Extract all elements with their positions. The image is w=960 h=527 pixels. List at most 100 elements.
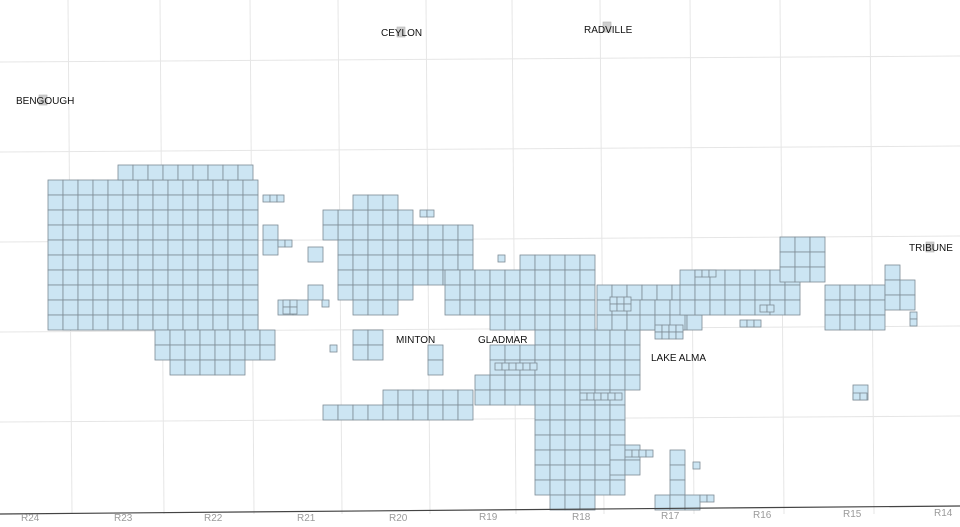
parcel-section <box>779 251 796 268</box>
parcel-section <box>199 329 216 346</box>
parcel-section <box>107 224 124 241</box>
parcel-section <box>197 254 214 271</box>
parcel-section <box>824 299 841 316</box>
parcel-section <box>534 449 551 466</box>
parcel-quarter <box>289 306 298 315</box>
parcel-section <box>596 314 613 331</box>
parcel-section <box>212 224 229 241</box>
parcel-section <box>504 389 521 406</box>
parcel-section <box>489 389 506 406</box>
parcel-section <box>899 294 916 311</box>
parcel-section <box>444 269 461 286</box>
parcel-section <box>694 284 711 301</box>
parcel-section <box>474 269 491 286</box>
parcel-section <box>92 314 109 331</box>
parcel-section <box>654 299 671 316</box>
town-label-tribune: TRIBUNE <box>909 243 953 254</box>
parcel-section <box>442 254 459 271</box>
parcel-section <box>47 254 64 271</box>
parcel-section <box>594 374 611 391</box>
parcel-quarter <box>600 392 609 401</box>
parcel-quarter <box>694 269 703 278</box>
parcel-section <box>167 269 184 286</box>
parcel-section <box>564 389 581 406</box>
parcel-quarter <box>282 299 291 308</box>
parcel-section <box>579 299 596 316</box>
parcel-section <box>564 434 581 451</box>
range-label-r20: R20 <box>389 513 408 524</box>
parcel-section <box>549 344 566 361</box>
parcel-section <box>427 224 444 241</box>
parcel-section <box>259 329 276 346</box>
parcel-section <box>444 284 461 301</box>
parcel-section <box>504 284 521 301</box>
parcel-quarter <box>586 392 595 401</box>
parcel-section <box>534 434 551 451</box>
parcel-section <box>337 209 354 226</box>
parcel-section <box>227 269 244 286</box>
parcel-section <box>242 299 259 316</box>
parcel-section <box>47 224 64 241</box>
parcel-section <box>427 239 444 256</box>
parcel-section <box>412 404 429 421</box>
parcel-section <box>784 284 801 301</box>
parcel-section <box>214 344 231 361</box>
parcel-section <box>534 329 551 346</box>
parcel-section <box>152 239 169 256</box>
parcel-section <box>794 251 811 268</box>
parcel-section <box>869 284 886 301</box>
parcel-section <box>869 314 886 331</box>
parcel-section <box>137 224 154 241</box>
parcel-section <box>222 164 239 181</box>
parcel-section <box>242 209 259 226</box>
parcel-section <box>549 374 566 391</box>
parcel-section <box>639 299 656 316</box>
parcel-section <box>352 254 369 271</box>
parcel-section <box>739 299 756 316</box>
parcel-section <box>227 194 244 211</box>
parcel-section <box>579 254 596 271</box>
parcel-section <box>207 164 224 181</box>
parcel-section <box>242 284 259 301</box>
parcel-quarter <box>419 209 428 218</box>
parcel-section <box>62 314 79 331</box>
parcel-section <box>197 194 214 211</box>
parcel-section <box>654 494 671 511</box>
parcel-section <box>739 284 756 301</box>
parcel-section <box>669 479 686 496</box>
parcel-section <box>107 269 124 286</box>
parcel-section <box>549 314 566 331</box>
parcel-section <box>167 239 184 256</box>
parcel-section <box>137 299 154 316</box>
parcel-section <box>564 344 581 361</box>
parcel-quarter <box>706 494 715 503</box>
parcel-section <box>212 209 229 226</box>
parcel-section <box>137 269 154 286</box>
parcel-section <box>609 459 626 476</box>
range-label-r16: R16 <box>753 510 772 521</box>
parcel-section <box>47 284 64 301</box>
town-markers <box>38 21 935 253</box>
parcel-quarter <box>668 331 677 340</box>
parcel-section <box>564 359 581 376</box>
parcel-section <box>564 494 581 511</box>
parcel-section <box>564 254 581 271</box>
parcel-section <box>442 404 459 421</box>
parcel-section <box>504 314 521 331</box>
parcel-section <box>227 314 244 331</box>
parcel-section <box>564 269 581 286</box>
parcel-section <box>182 299 199 316</box>
parcel-section <box>107 209 124 226</box>
parcel-section <box>122 269 139 286</box>
grid-line-horizontal <box>0 55 960 63</box>
parcel-section <box>579 494 596 511</box>
parcel-section <box>77 284 94 301</box>
parcel-section <box>92 179 109 196</box>
parcel-section <box>624 344 641 361</box>
parcel-section <box>47 314 64 331</box>
parcel-section <box>504 299 521 316</box>
parcel-quarter <box>909 318 918 327</box>
parcel-section <box>884 279 901 296</box>
parcel-quarter <box>501 362 510 371</box>
